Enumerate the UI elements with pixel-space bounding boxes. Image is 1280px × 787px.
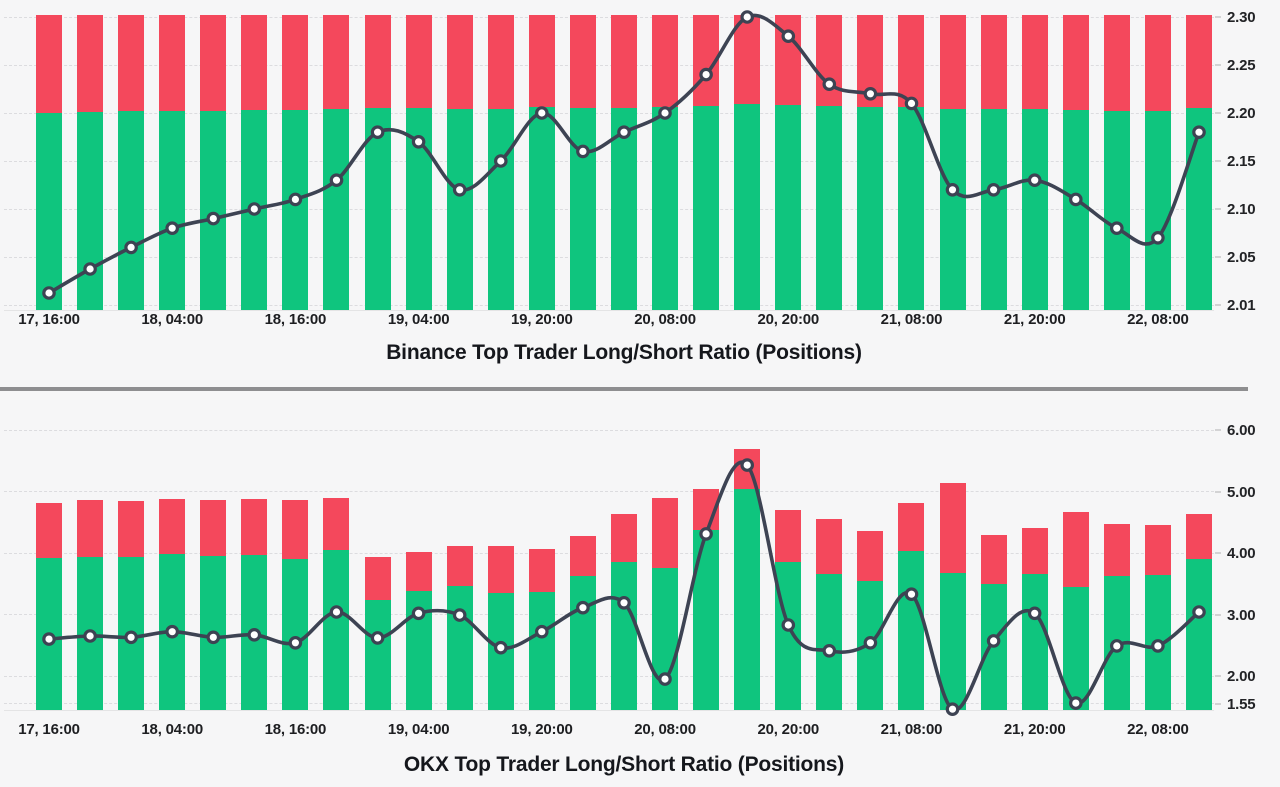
x-tick-label: 19, 04:00 (387, 721, 450, 738)
y-tick-label: 6.00 (1227, 422, 1256, 439)
y-tick-label: 4.00 (1227, 545, 1256, 562)
y-axis-tick (1215, 256, 1221, 258)
okx-chart-title: OKX Top Trader Long/Short Ratio (Positio… (403, 753, 845, 776)
charts-divider (0, 387, 1248, 391)
x-tick-label: 21, 08:00 (880, 311, 943, 328)
y-axis-tick (1215, 675, 1221, 677)
gridline (4, 429, 1214, 431)
y-tick-label: 2.15 (1227, 153, 1256, 170)
y-axis-tick (1215, 160, 1221, 162)
x-tick-label: 19, 04:00 (387, 311, 450, 328)
y-axis-tick (1215, 112, 1221, 114)
y-axis-tick (1215, 64, 1221, 66)
x-tick-label: 17, 16:00 (18, 311, 80, 328)
x-tick-label: 19, 20:00 (511, 311, 573, 328)
y-tick-label: 1.55 (1227, 695, 1256, 713)
y-tick-label: 2.30 (1227, 9, 1256, 26)
x-tick-label: 21, 08:00 (880, 721, 943, 738)
x-tick-label: 19, 20:00 (511, 721, 573, 738)
x-tick-label: 22, 08:00 (1127, 311, 1189, 328)
y-axis-tick (1215, 552, 1221, 554)
y-tick-label: 2.10 (1227, 201, 1256, 218)
x-tick-label: 20, 20:00 (757, 311, 820, 328)
y-tick-label: 3.00 (1227, 606, 1256, 624)
y-axis-tick (1215, 613, 1221, 616)
x-tick-label: 18, 16:00 (264, 721, 327, 738)
x-tick-label: 18, 16:00 (264, 311, 327, 328)
binance-chart-title: Binance Top Trader Long/Short Ratio (Pos… (386, 341, 862, 364)
y-tick-label: 2.00 (1227, 668, 1256, 685)
y-tick-label: 2.01 (1227, 297, 1256, 314)
y-tick-label: 2.05 (1227, 249, 1256, 266)
x-tick-label: 20, 20:00 (757, 721, 820, 738)
x-tick-label: 18, 04:00 (141, 311, 203, 328)
x-tick-label: 21, 20:00 (1003, 721, 1066, 738)
gridline (4, 304, 1214, 306)
y-axis-tick (1215, 702, 1221, 705)
x-tick-label: 18, 04:00 (141, 721, 203, 738)
y-axis-tick (1215, 304, 1221, 306)
x-tick-label: 20, 08:00 (634, 721, 696, 738)
x-tick-label: 20, 08:00 (634, 311, 696, 328)
y-axis-tick (1215, 429, 1221, 431)
y-axis-tick (1215, 208, 1221, 210)
x-tick-label: 22, 08:00 (1127, 721, 1189, 738)
y-tick-label: 5.00 (1227, 483, 1256, 501)
y-axis-tick (1215, 490, 1221, 493)
x-tick-label: 21, 20:00 (1003, 311, 1066, 328)
y-tick-label: 2.20 (1227, 105, 1256, 122)
y-axis-tick (1215, 16, 1221, 18)
axis-baseline (4, 310, 1214, 311)
y-tick-label: 2.25 (1227, 57, 1256, 74)
x-tick-label: 17, 16:00 (18, 721, 80, 738)
